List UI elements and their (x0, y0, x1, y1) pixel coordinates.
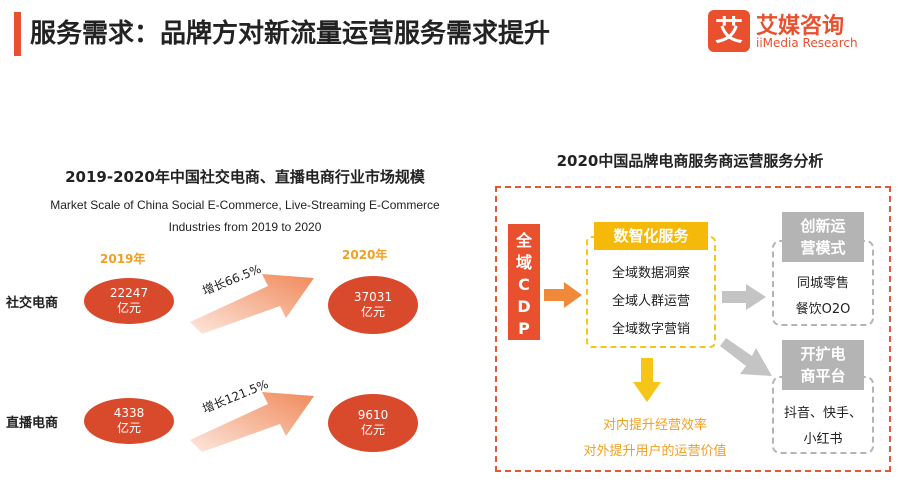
value-2020-social: 37031 亿元 (328, 276, 418, 334)
value-number: 22247 (109, 286, 149, 300)
year-2019-label: 2019年 (100, 252, 146, 266)
innovation-mode-head-text: 创新运 营模式 (800, 217, 846, 257)
year-2020-label: 2020年 (342, 248, 388, 262)
innovation-item: 餐饮O2O (795, 302, 851, 317)
value-2019-social: 22247 亿元 (84, 278, 174, 324)
platform-item: 小红书 (803, 432, 843, 447)
platform-head: 开扩电 商平台 (782, 340, 864, 390)
left-chart-title: 2019-2020年中国社交电商、直播电商行业市场规模 (65, 168, 425, 186)
bottom-text-line-2: 对外提升用户的运营价值 (583, 444, 727, 459)
center-item: 全域人群运营 (611, 294, 690, 309)
value-number: 4338 (113, 406, 145, 420)
center-item: 全域数字营销 (611, 322, 690, 337)
platform-item: 抖音、快手、 (783, 406, 862, 421)
diagram-frame (495, 186, 891, 472)
page-title: 服务需求：品牌方对新流量运营服务需求提升 (30, 19, 551, 49)
center-service-head: 数智化服务 (594, 222, 708, 250)
arrow-down-icon (633, 358, 661, 402)
center-item: 全域数据洞察 (611, 266, 690, 281)
logo-cn-text: 艾媒咨询 (756, 14, 845, 39)
arrow-right-grey-icon (722, 284, 766, 310)
row-label-social: 社交电商 (6, 296, 59, 311)
subtitle-line-2: Industries from 2019 to 2020 (168, 220, 322, 234)
growth-arrow-icon (190, 392, 314, 452)
innovation-item: 同城零售 (796, 276, 849, 291)
left-chart-subtitle: Market Scale of China Social E-Commerce,… (10, 194, 480, 238)
value-number: 37031 (353, 290, 393, 304)
value-unit: 亿元 (116, 421, 141, 435)
arrow-down-right-grey-icon (720, 338, 772, 376)
arrow-right-icon (544, 282, 582, 308)
subtitle-line-1: Market Scale of China Social E-Commerce,… (50, 198, 440, 212)
title-accent-bar (14, 12, 21, 56)
logo-en-text: iiMedia Research (756, 36, 858, 50)
innovation-mode-head: 创新运 营模式 (782, 212, 864, 262)
value-number: 9610 (357, 408, 389, 422)
platform-head-text: 开扩电 商平台 (800, 345, 846, 385)
iimedia-logo-icon: 艾 (708, 10, 750, 52)
growth-arrow-icon (190, 274, 314, 334)
value-unit: 亿元 (360, 423, 385, 437)
right-diagram-title: 2020中国品牌电商服务商运营服务分析 (556, 152, 824, 170)
value-unit: 亿元 (360, 305, 385, 319)
value-2020-live: 9610 亿元 (328, 394, 418, 452)
value-2019-live: 4338 亿元 (84, 398, 174, 444)
bottom-text-line-1: 对内提升经营效率 (602, 418, 707, 433)
value-unit: 亿元 (116, 301, 141, 315)
row-label-live: 直播电商 (6, 416, 59, 431)
